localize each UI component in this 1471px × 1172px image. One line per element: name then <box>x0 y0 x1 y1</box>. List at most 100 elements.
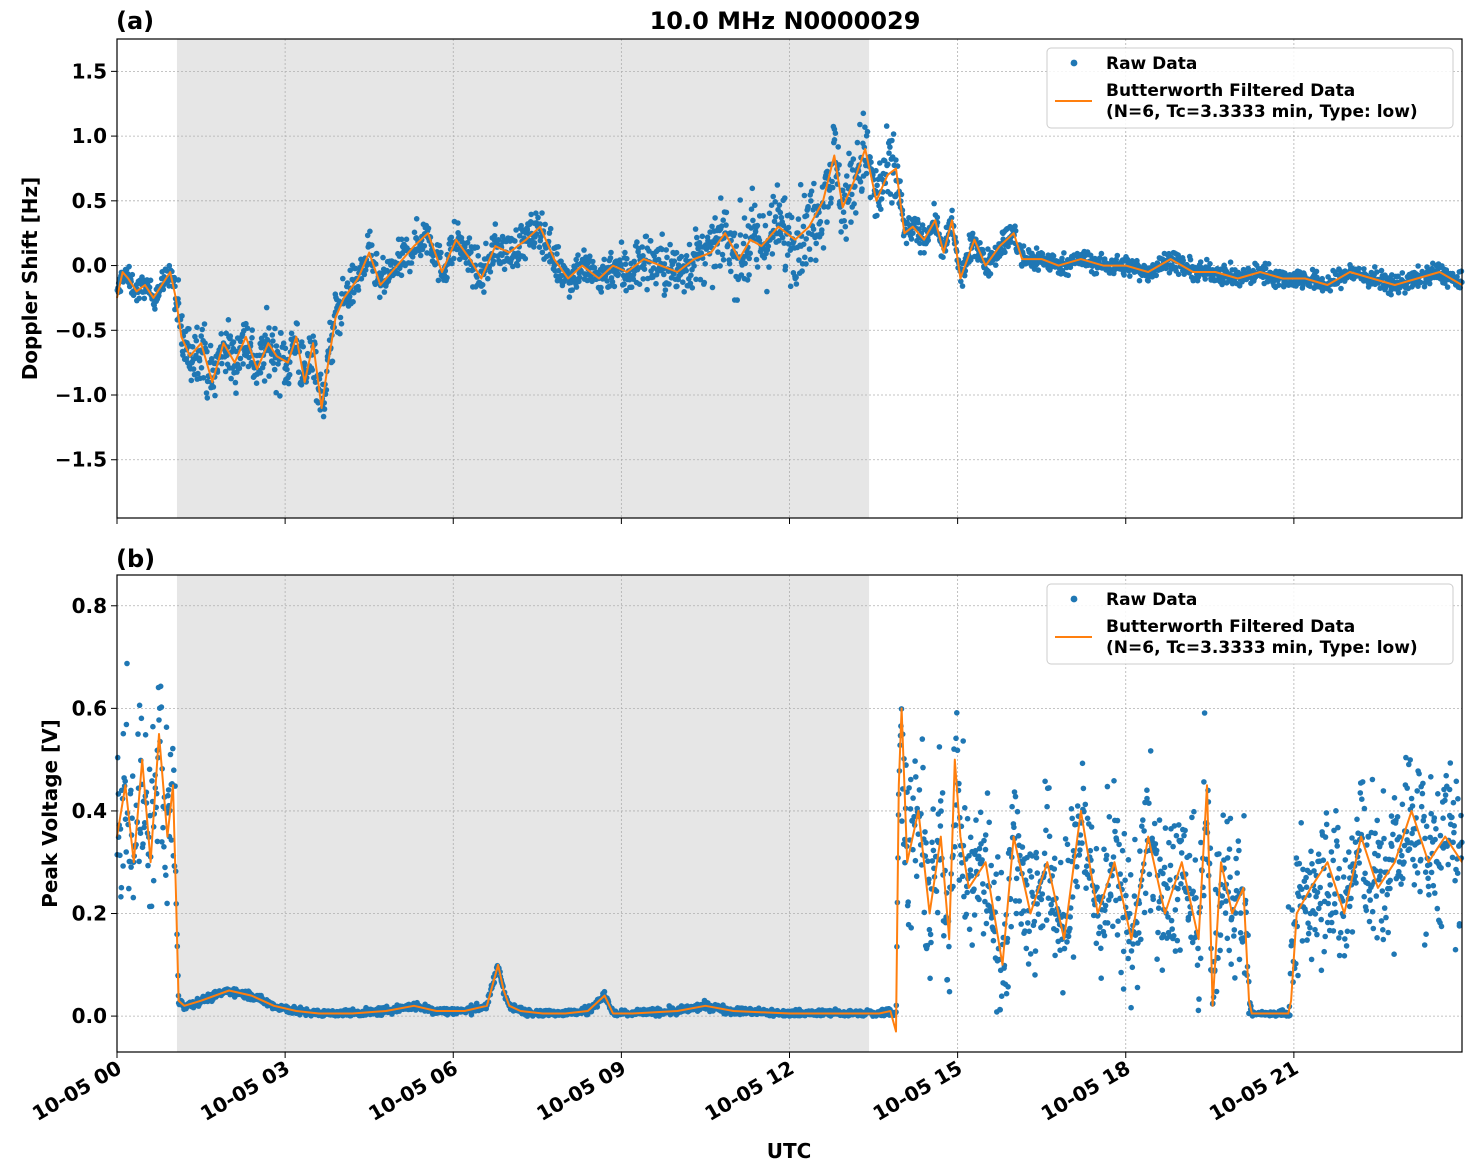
raw-data-point <box>808 257 814 263</box>
raw-data-point <box>599 289 605 295</box>
raw-data-point <box>913 858 919 864</box>
raw-data-point <box>838 229 844 235</box>
raw-data-point <box>1021 243 1027 249</box>
raw-data-point <box>1175 886 1181 892</box>
raw-data-point <box>162 865 168 871</box>
raw-data-point <box>228 376 234 382</box>
raw-data-point <box>1400 270 1406 276</box>
raw-data-point <box>1315 890 1321 896</box>
raw-data-point <box>718 195 724 201</box>
raw-data-point <box>809 188 815 194</box>
raw-data-point <box>1111 778 1117 784</box>
raw-data-point <box>1040 891 1046 897</box>
raw-data-point <box>813 241 819 247</box>
raw-data-point <box>1046 785 1052 791</box>
raw-data-point <box>380 255 386 261</box>
panel-a-legend-raw-label: Raw Data <box>1106 54 1197 74</box>
raw-data-point <box>727 261 733 267</box>
raw-data-point <box>483 241 489 247</box>
raw-data-point <box>1238 930 1244 936</box>
raw-data-point <box>339 321 345 327</box>
raw-data-point <box>1014 911 1020 917</box>
raw-data-point <box>1094 941 1100 947</box>
raw-data-point <box>1104 853 1110 859</box>
raw-data-point <box>1167 877 1173 883</box>
raw-data-point <box>969 942 975 948</box>
raw-data-point <box>1141 828 1147 834</box>
raw-data-point <box>1175 897 1181 903</box>
raw-data-point <box>661 272 667 278</box>
raw-data-point <box>830 185 836 191</box>
raw-data-point <box>835 144 841 150</box>
raw-data-point <box>1225 936 1231 942</box>
raw-data-point <box>169 837 175 843</box>
raw-data-point <box>818 219 824 225</box>
raw-data-point <box>1149 836 1155 842</box>
raw-data-point <box>1081 786 1087 792</box>
raw-data-point <box>1052 856 1058 862</box>
raw-data-point <box>1314 932 1320 938</box>
y-tick-label: 1.5 <box>72 59 107 83</box>
raw-data-point <box>1035 870 1041 876</box>
raw-data-point <box>1105 784 1111 790</box>
raw-data-point <box>1294 855 1300 861</box>
raw-data-point <box>156 717 162 723</box>
raw-data-point <box>123 849 129 855</box>
raw-data-point <box>906 785 912 791</box>
raw-data-point <box>1303 875 1309 881</box>
raw-data-point <box>1228 259 1234 265</box>
raw-data-point <box>908 777 914 783</box>
raw-data-point <box>1160 967 1166 973</box>
raw-data-point <box>158 684 164 690</box>
raw-data-point <box>910 795 916 801</box>
raw-data-point <box>690 285 696 291</box>
raw-data-point <box>1094 885 1100 891</box>
raw-data-point <box>767 211 773 217</box>
raw-data-point <box>805 204 811 210</box>
raw-data-point <box>197 358 203 364</box>
raw-data-point <box>1002 250 1008 256</box>
raw-data-point <box>971 886 977 892</box>
raw-data-point <box>1154 956 1160 962</box>
raw-data-point <box>199 327 205 333</box>
raw-data-point <box>1356 266 1362 272</box>
raw-data-point <box>865 129 871 135</box>
raw-data-point <box>1144 787 1150 793</box>
raw-data-point <box>634 239 640 245</box>
raw-data-point <box>481 289 487 295</box>
raw-data-point <box>128 864 134 870</box>
raw-data-point <box>194 338 200 344</box>
raw-data-point <box>219 361 225 367</box>
raw-data-point <box>1129 948 1135 954</box>
raw-data-point <box>1080 761 1086 767</box>
raw-data-point <box>1195 962 1201 968</box>
raw-data-point <box>938 823 944 829</box>
raw-data-point <box>995 854 1001 860</box>
raw-data-point <box>969 873 975 879</box>
y-tick-label: −1.5 <box>55 448 107 472</box>
raw-data-point <box>1228 816 1234 822</box>
panel-a-legend-filtered-label: Butterworth Filtered Data <box>1106 81 1355 101</box>
raw-data-point <box>1137 278 1143 284</box>
raw-data-point <box>1169 926 1175 932</box>
raw-data-point <box>164 724 170 730</box>
raw-data-point <box>1107 814 1113 820</box>
raw-data-point <box>777 202 783 208</box>
raw-data-point <box>824 219 830 225</box>
raw-data-point <box>399 237 405 243</box>
raw-data-point <box>128 788 134 794</box>
raw-data-point <box>983 847 989 853</box>
raw-data-point <box>138 830 144 836</box>
raw-data-point <box>1313 911 1319 917</box>
raw-data-point <box>369 242 375 248</box>
raw-data-point <box>624 256 630 262</box>
raw-data-point <box>1066 934 1072 940</box>
figure-title: 10.0 MHz N0000029 <box>650 7 921 35</box>
raw-data-point <box>1300 938 1306 944</box>
raw-data-point <box>721 257 727 263</box>
raw-data-point <box>908 806 914 812</box>
raw-data-point <box>271 360 277 366</box>
raw-data-point <box>1083 802 1089 808</box>
raw-data-point <box>1013 794 1019 800</box>
raw-data-point <box>228 333 234 339</box>
